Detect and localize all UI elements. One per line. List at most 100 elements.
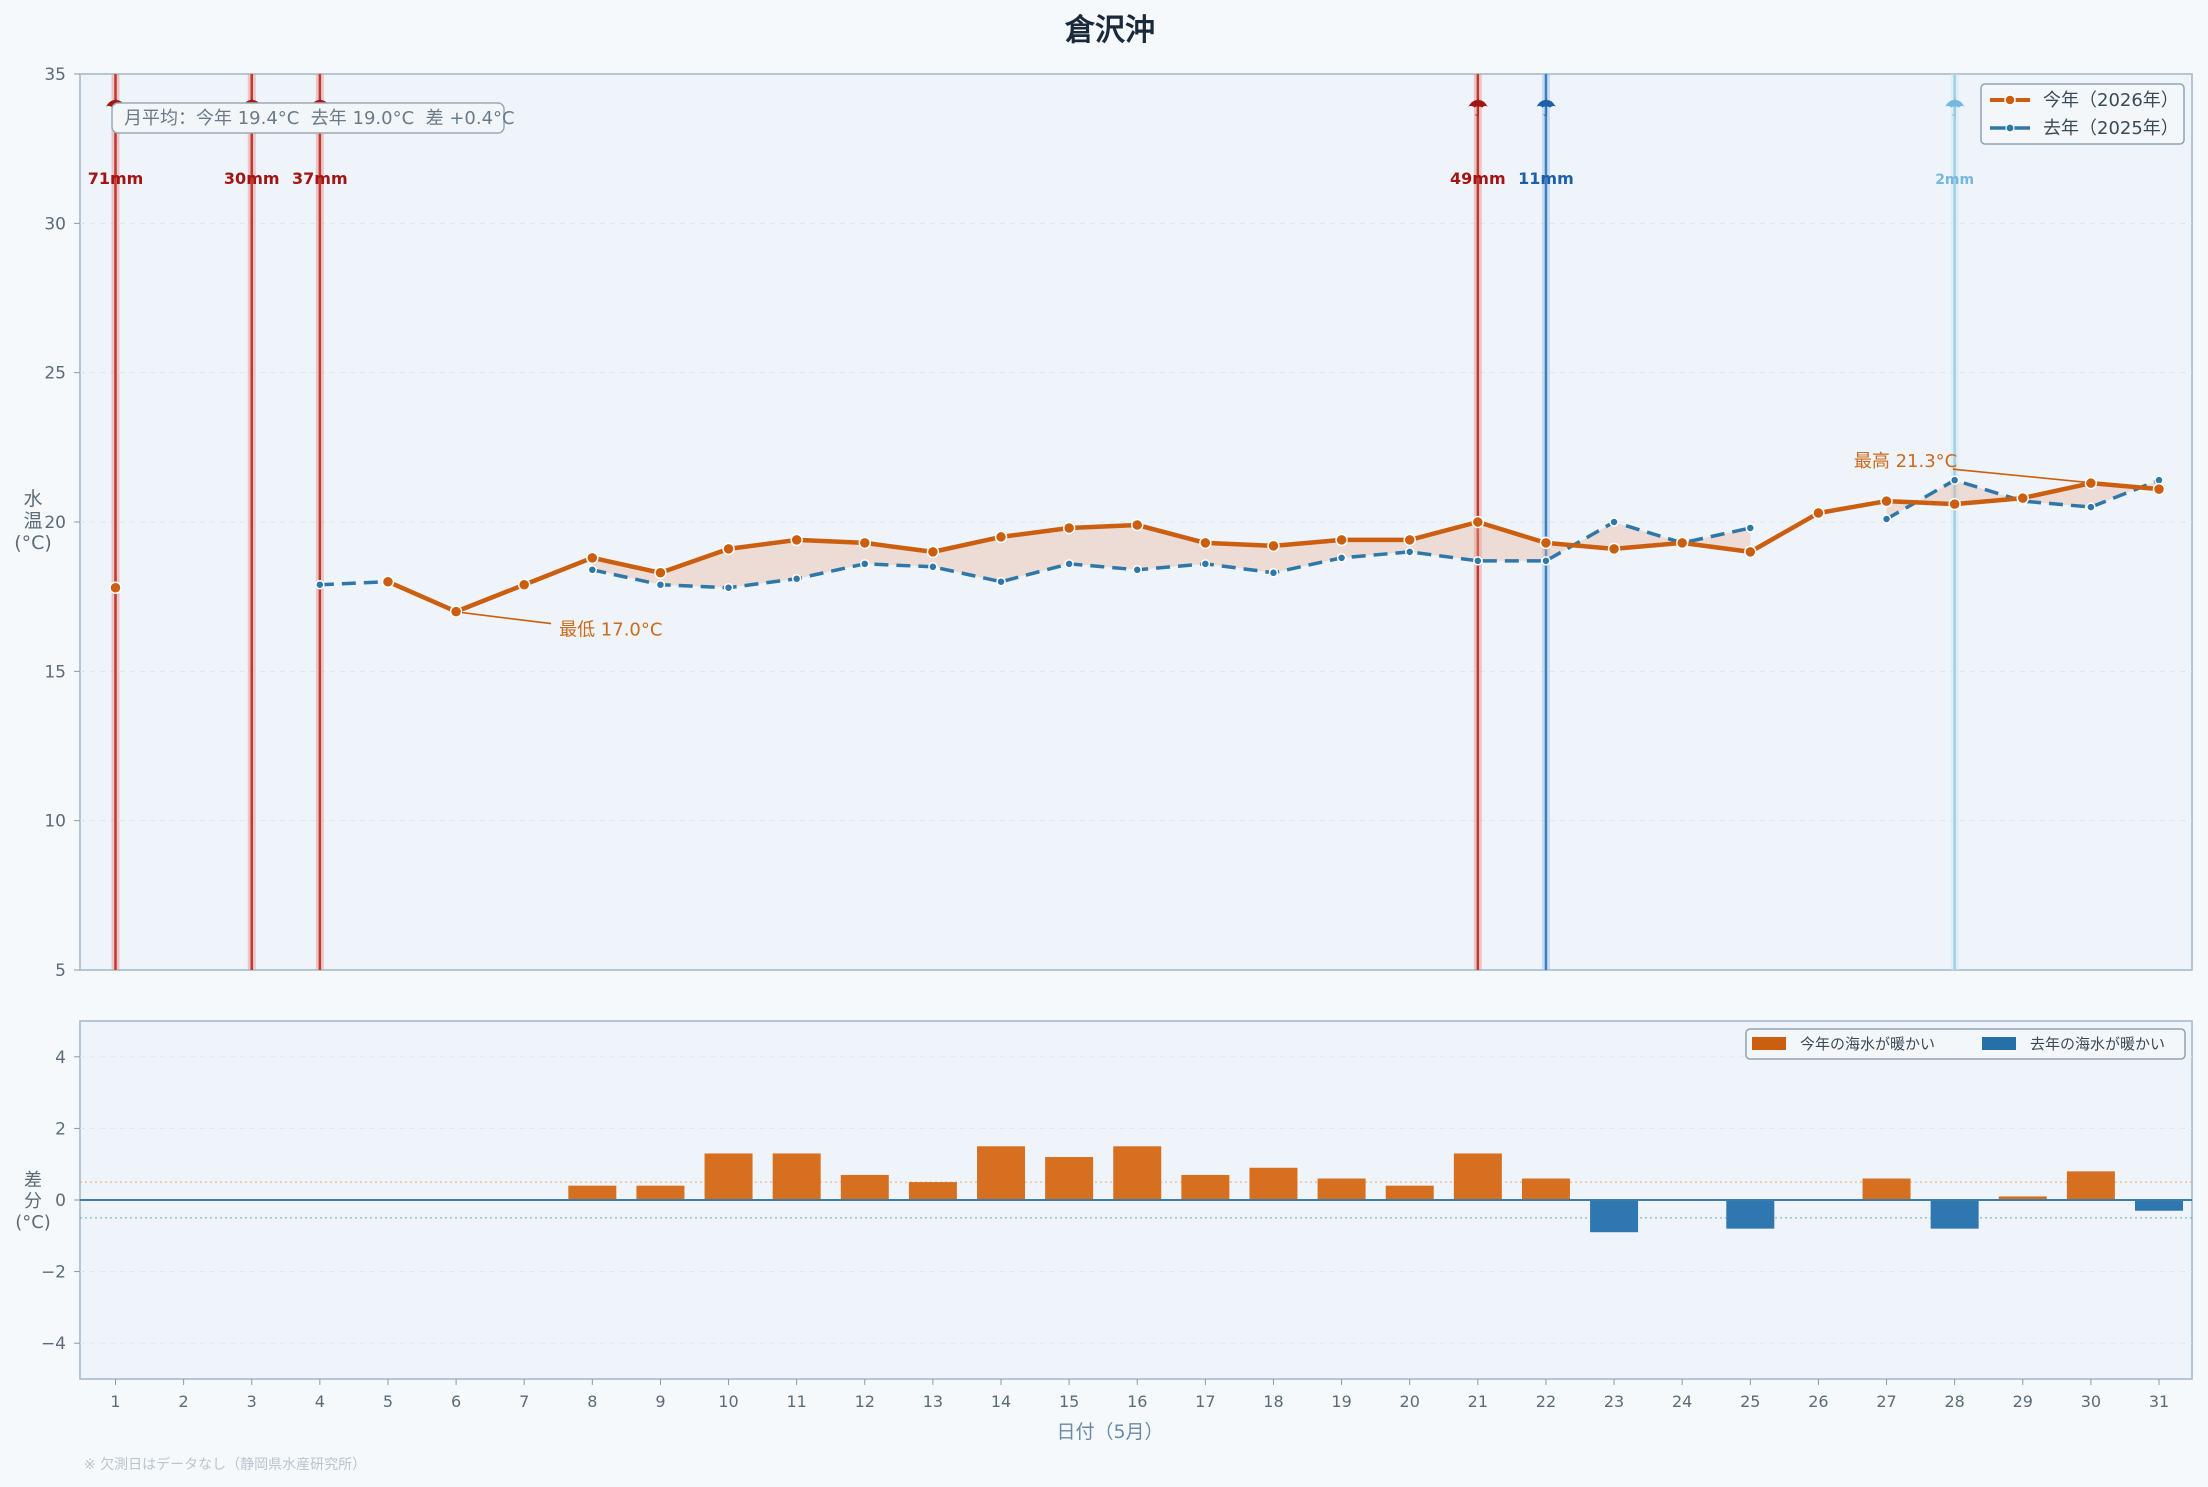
series-2026-point xyxy=(790,533,803,547)
difference-bar xyxy=(1181,1174,1230,1200)
min-arrow xyxy=(461,611,552,625)
warm-difference-fill xyxy=(592,480,2159,588)
footnote: ※ 欠測日はデータなし（静岡県水産研究所） xyxy=(84,1456,366,1473)
series-2026-point xyxy=(2152,482,2166,496)
x-tick-label: 19 xyxy=(1331,1392,1351,1411)
x-tick-label: 25 xyxy=(1740,1392,1760,1411)
x-tick-label: 4 xyxy=(315,1392,325,1411)
difference-bar xyxy=(1113,1146,1162,1200)
series-2025-point xyxy=(587,565,598,575)
temperature-y-label: 水温(°C) xyxy=(14,488,52,554)
series-2026-point xyxy=(722,542,735,556)
difference-bar xyxy=(2135,1200,2183,1211)
difference-bar xyxy=(2066,1171,2115,1200)
series-2026-point xyxy=(449,605,463,618)
x-axis-ticks: 1 2 3 4 5 6 7 8 9 10 11 12 13 14 15 16 17 18 19 20 21 22 23 24 2… xyxy=(110,1379,2169,1411)
series-2026-point xyxy=(1948,497,1961,511)
x-tick-label: 27 xyxy=(1876,1392,1896,1411)
series-2026-point xyxy=(926,545,940,559)
series-2025 xyxy=(315,475,2164,593)
x-tick-label: 12 xyxy=(855,1392,875,1411)
series-2025-line xyxy=(319,478,2160,590)
series-2025-point xyxy=(1064,559,1074,569)
difference-bar xyxy=(1590,1200,1639,1233)
min-annotation: 最低 17.0°C xyxy=(559,620,662,641)
series-2026-point xyxy=(1539,536,1553,550)
temperature-gridlines xyxy=(80,222,2192,822)
x-tick-label: 5 xyxy=(383,1392,393,1411)
x-tick-label: 30 xyxy=(2081,1392,2101,1411)
series-2026-point xyxy=(1131,518,1144,532)
difference-bar xyxy=(1998,1196,2047,1200)
y-label-line: (°C) xyxy=(14,532,52,554)
series-2025-point xyxy=(1132,565,1142,575)
max-annotation: 最高 21.3°C xyxy=(1854,451,1957,472)
temperature-legend: 今年（2026年） 去年（2025年） xyxy=(1980,83,2185,145)
series-2025-point xyxy=(655,579,666,590)
x-tick-label: 10 xyxy=(718,1392,738,1411)
difference-bar xyxy=(636,1185,685,1200)
y-tick-label: 2 xyxy=(55,1119,66,1139)
series-2025-point xyxy=(928,562,938,572)
x-tick-label: 14 xyxy=(991,1392,1011,1411)
umbrella-icon: ☂ xyxy=(1467,94,1489,122)
y-tick-label: 10 xyxy=(44,812,66,832)
series-2026-point xyxy=(1471,515,1485,529)
y-label-line: 差 xyxy=(24,1170,42,1191)
x-axis-label: 日付（5月） xyxy=(1056,1421,1163,1443)
x-tick-label: 13 xyxy=(923,1392,943,1411)
x-tick-label: 9 xyxy=(655,1392,665,1411)
x-tick-label: 31 xyxy=(2149,1392,2169,1411)
y-tick-label: −2 xyxy=(41,1263,66,1283)
series-2026-point xyxy=(1335,533,1348,547)
legend-label-2026: 今年（2026年） xyxy=(2043,90,2179,111)
series-2025-point xyxy=(860,559,870,569)
difference-bar xyxy=(1045,1157,1094,1200)
series-2025-point xyxy=(1541,556,1551,566)
difference-bar xyxy=(840,1174,889,1200)
difference-bars xyxy=(568,1146,2183,1233)
x-tick-label: 26 xyxy=(1808,1392,1828,1411)
legend-label-2025: 去年（2025年） xyxy=(2043,118,2179,139)
x-tick-label: 17 xyxy=(1195,1392,1215,1411)
series-2026-point xyxy=(2084,476,2098,490)
x-tick-label: 15 xyxy=(1059,1392,1079,1411)
series-2026-point xyxy=(1199,536,1212,550)
series-2025-point xyxy=(723,582,734,593)
y-tick-label: 5 xyxy=(55,961,66,981)
y-label-line: 温 xyxy=(23,510,42,532)
x-tick-label: 22 xyxy=(1536,1392,1556,1411)
temperature-y-ticks: 5 10 15 20 25 30 35 xyxy=(44,65,80,981)
difference-bar xyxy=(908,1182,957,1200)
x-tick-label: 6 xyxy=(451,1392,461,1411)
x-tick-label: 8 xyxy=(587,1392,597,1411)
y-tick-label: 25 xyxy=(44,364,66,384)
max-arrow xyxy=(1952,468,2085,483)
series-2026-point xyxy=(1267,539,1280,553)
y-label-line: (°C) xyxy=(15,1212,51,1233)
series-2026-point xyxy=(2016,491,2030,505)
series-2025-point xyxy=(1404,547,1415,557)
legend-label-this-year-warmer: 今年の海水が暖かい xyxy=(1800,1035,1935,1053)
umbrella-icon: ☂ xyxy=(1535,94,1557,122)
series-2026-point xyxy=(1812,506,1825,520)
rain-amount-label: 37mm xyxy=(292,169,348,188)
rain-amount-label: 71mm xyxy=(88,169,144,188)
series-2026-point xyxy=(858,536,872,550)
x-tick-label: 24 xyxy=(1672,1392,1692,1411)
legend-marker-2025 xyxy=(2005,123,2015,133)
series-2026-point xyxy=(654,566,667,580)
x-tick-label: 7 xyxy=(519,1392,529,1411)
series-2025-point xyxy=(1200,559,1211,569)
series-2025-point xyxy=(315,579,325,590)
y-tick-label: 4 xyxy=(55,1048,66,1068)
series-2025-point xyxy=(791,573,802,584)
difference-bar xyxy=(1453,1153,1502,1200)
rain-amount-label: 11mm xyxy=(1518,169,1574,188)
x-tick-label: 21 xyxy=(1468,1392,1488,1411)
difference-bar xyxy=(772,1153,821,1200)
difference-bar xyxy=(1317,1178,1366,1200)
y-label-line: 分 xyxy=(24,1191,42,1212)
